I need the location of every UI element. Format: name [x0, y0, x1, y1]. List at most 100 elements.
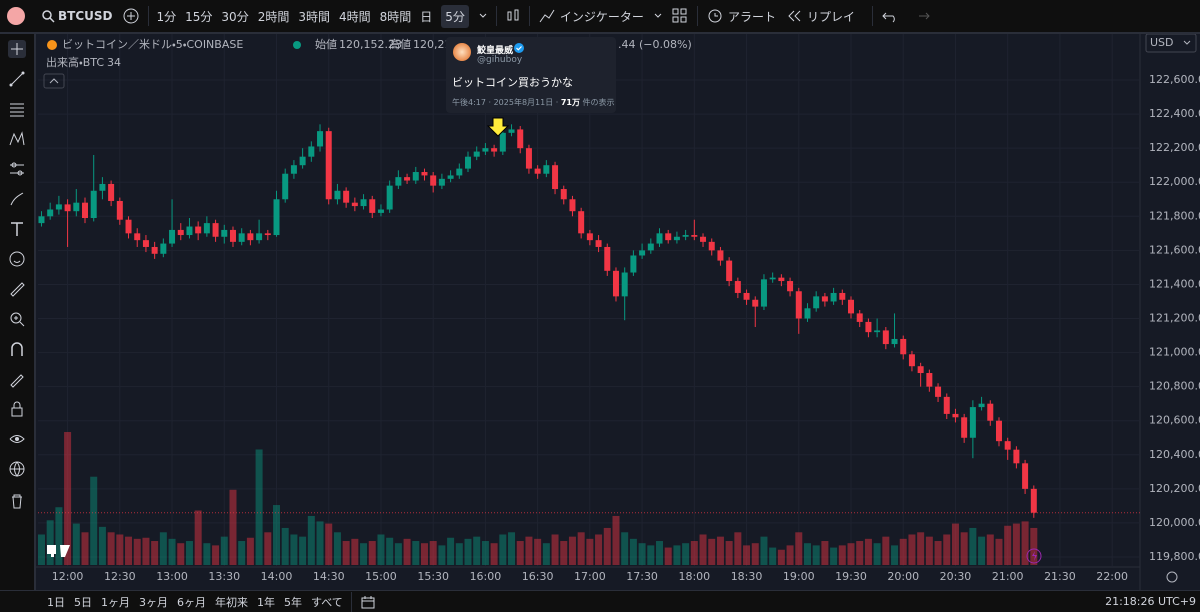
layout-icon[interactable] [671, 7, 689, 25]
currency-box[interactable] [1145, 33, 1197, 53]
range[interactable]: 年初来 [215, 595, 248, 609]
volume-bar [455, 543, 463, 565]
candle-body [1030, 488, 1037, 513]
indicator-caret[interactable] [653, 11, 663, 21]
volume-bar [917, 532, 925, 565]
chart-type-icon[interactable] [505, 7, 521, 25]
volume-bar [360, 543, 368, 565]
interval[interactable]: 1分 [156, 9, 177, 24]
y-tick-label: 121,200.00 [1149, 312, 1200, 325]
x-tick-label: 13:00 [156, 570, 188, 583]
x-tick-label: 14:00 [261, 570, 293, 583]
range[interactable]: 1ヶ月 [101, 595, 130, 609]
range[interactable]: すべて [311, 595, 343, 609]
fib-tool[interactable] [8, 100, 26, 118]
candle-body [282, 173, 289, 200]
candle-body [874, 330, 881, 333]
volume-bar [55, 507, 63, 565]
volume-bar [290, 534, 298, 565]
indicator-icon [539, 9, 555, 23]
volume-bar [168, 538, 176, 565]
candle-body [560, 189, 567, 200]
volume-bar [72, 523, 80, 565]
candle-body [769, 277, 776, 280]
volume-bar [621, 532, 629, 565]
alert[interactable]: アラート [727, 9, 776, 24]
symbol[interactable]: BTCUSD [58, 9, 113, 23]
range[interactable]: 5日 [74, 595, 92, 609]
range[interactable]: 1日 [47, 595, 65, 609]
forecast-tool[interactable] [8, 160, 26, 178]
volume-bar [899, 538, 907, 565]
open-label: 始値 [315, 37, 337, 51]
y-tick-label: 120,600.00 [1149, 414, 1200, 427]
compare-icon[interactable] [122, 7, 140, 25]
settings-icon[interactable] [1166, 571, 1178, 583]
candle-body [256, 233, 263, 241]
tweet-card[interactable]: 鮫皇最威 @gihuboy ビットコイン買おうかな 午後4:17 · 2025年… [446, 37, 616, 113]
range[interactable]: 3ヶ月 [139, 595, 168, 609]
range[interactable]: 6ヶ月 [177, 595, 206, 609]
candle-body [517, 129, 524, 149]
candle-body [534, 168, 541, 174]
trash-tool[interactable] [8, 492, 26, 510]
trendline-tool[interactable] [8, 70, 26, 88]
volume-bar [960, 532, 968, 565]
candle-body [830, 292, 837, 302]
date-range-icon[interactable] [360, 595, 376, 609]
globe-tool[interactable] [8, 460, 26, 478]
candle-body [961, 417, 968, 438]
volume-bar [194, 510, 202, 565]
visibility-tool[interactable] [8, 430, 26, 448]
chart-bg [36, 34, 1200, 590]
interval-selected[interactable]: 5分 [441, 4, 469, 28]
volume-bar [125, 536, 133, 565]
x-tick-label: 21:00 [992, 570, 1024, 583]
interval-caret[interactable] [478, 11, 488, 21]
ruler-tool[interactable] [8, 280, 26, 298]
candle-body [900, 338, 907, 355]
range[interactable]: 5年 [284, 595, 302, 609]
range[interactable]: 1年 [257, 595, 275, 609]
volume-bar [273, 505, 281, 565]
y-tick-label: 120,400.00 [1149, 448, 1200, 461]
text-tool[interactable] [8, 220, 26, 238]
candle-body [160, 243, 167, 254]
interval[interactable]: 3時間 [298, 9, 330, 24]
volume-bar [560, 541, 568, 565]
lock-draw-tool[interactable] [8, 370, 26, 388]
interval[interactable]: 30分 [221, 9, 249, 24]
indicators[interactable]: インジケーター [559, 9, 644, 24]
volume-bar [333, 532, 341, 565]
pattern-tool[interactable] [8, 130, 26, 148]
currency[interactable]: USD [1150, 36, 1174, 49]
y-tick-label: 121,000.00 [1149, 346, 1200, 359]
replay[interactable]: リプレイ [806, 9, 855, 24]
magnet-tool[interactable] [8, 340, 26, 358]
brush-tool[interactable] [8, 190, 26, 208]
volume-bar [542, 543, 550, 565]
alert-badge[interactable] [1026, 548, 1042, 564]
interval[interactable]: 2時間 [257, 9, 290, 24]
candle-body [682, 235, 689, 237]
interval[interactable]: 日 [420, 9, 433, 24]
clock[interactable]: 21:18:26 UTC+9 [1105, 595, 1196, 608]
interval[interactable]: 15分 [185, 9, 213, 24]
zoom-tool[interactable] [8, 310, 26, 328]
redo[interactable] [911, 7, 931, 25]
interval[interactable]: 4時間 [338, 9, 371, 24]
replay-icon [788, 10, 801, 22]
undo[interactable] [881, 7, 901, 25]
lock-tool[interactable] [8, 400, 26, 418]
avatar[interactable] [0, 1, 30, 31]
interval[interactable]: 8時間 [379, 9, 412, 24]
x-tick-label: 14:30 [313, 570, 345, 583]
crosshair-tool[interactable] [8, 40, 26, 58]
candle-body [47, 209, 54, 217]
candle-body [177, 229, 184, 236]
volume-bar [830, 547, 838, 565]
collapse-button[interactable] [43, 73, 65, 89]
candle-body [151, 246, 158, 254]
emoji-tool[interactable] [8, 250, 26, 268]
volume-value: 34 [107, 56, 121, 69]
